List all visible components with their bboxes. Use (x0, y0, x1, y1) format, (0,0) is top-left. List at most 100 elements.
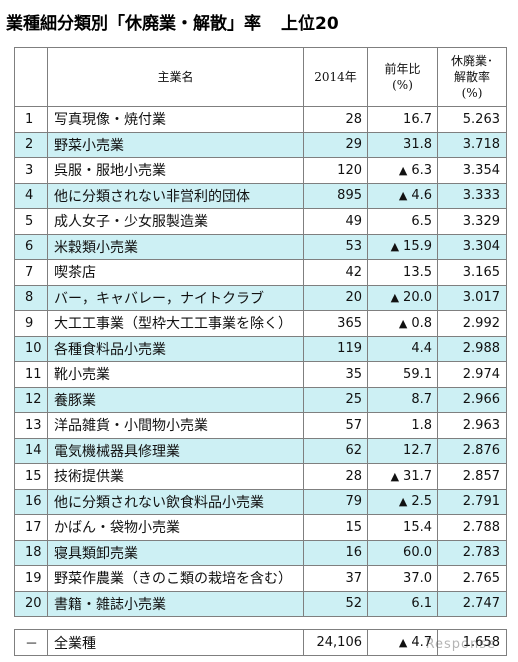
rate-cell: 2.992 (437, 310, 507, 337)
decrease-triangle-icon: ▲ (390, 469, 400, 483)
count-cell: 49 (303, 208, 368, 235)
table-row: 8 バー，キャバレー，ナイトクラブ 20 ▲ 20.0 3.017 (14, 284, 507, 311)
count-cell: 35 (303, 361, 368, 388)
count-cell: 119 (303, 335, 368, 362)
yoy-value: 6.1 (411, 596, 432, 612)
title-sub: 上位20 (281, 14, 339, 34)
rank-cell: 7 (14, 259, 48, 286)
industry-name-cell: 書籍・雑誌小売業 (47, 590, 304, 617)
header-yoy-line1: 前年比 (384, 62, 421, 76)
decrease-triangle-icon: ▲ (390, 291, 400, 305)
table-row: 10 各種食料品小売業 119 4.4 2.988 (14, 335, 507, 362)
rate-cell: 2.747 (437, 590, 507, 617)
rate-cell: 2.765 (437, 565, 507, 592)
count-cell: 28 (303, 463, 368, 490)
count-cell: 57 (303, 412, 368, 439)
yoy-cell: ▲ 31.7 (367, 463, 438, 490)
count-cell: 37 (303, 565, 368, 592)
rate-cell: 5.263 (437, 106, 507, 133)
count-cell: 79 (303, 488, 368, 515)
industry-name-cell: 大工工事業（型枠大工工事業を除く） (47, 310, 304, 337)
table-row: 3 呉服・服地小売業 120 ▲ 6.3 3.354 (14, 157, 507, 184)
yoy-cell: 59.1 (367, 361, 438, 388)
rank-cell: 2 (14, 131, 48, 158)
rank-cell: 6 (14, 233, 48, 260)
yoy-cell: ▲ 4.6 (367, 182, 438, 209)
rate-cell: 3.354 (437, 157, 507, 184)
industry-name-cell: 米穀類小売業 (47, 233, 304, 260)
table-row: 11 靴小売業 35 59.1 2.974 (14, 361, 507, 388)
industry-name-cell: 各種食料品小売業 (47, 335, 304, 362)
yoy-value: 16.7 (403, 111, 432, 127)
total-table: － 全業種 24,106 ▲ 4.7 1.658 (14, 629, 507, 656)
yoy-cell: 12.7 (367, 437, 438, 464)
yoy-cell: 60.0 (367, 539, 438, 566)
table-row: 9 大工工事業（型枠大工工事業を除く） 365 ▲ 0.8 2.992 (14, 310, 507, 337)
rank-cell: 12 (14, 386, 48, 413)
header-rate-line3: (%) (461, 86, 483, 100)
rank-cell: 4 (14, 182, 48, 209)
yoy-value: 13.5 (403, 264, 432, 280)
industry-name-cell: 野菜作農業（きのこ類の栽培を含む） (47, 565, 304, 592)
rank-cell: 16 (14, 488, 48, 515)
decrease-triangle-icon: ▲ (398, 163, 408, 177)
rank-cell: 8 (14, 284, 48, 311)
rate-cell: 3.165 (437, 259, 507, 286)
yoy-value: 4.6 (411, 188, 432, 204)
industry-name-cell: かばん・袋物小売業 (47, 514, 304, 541)
industry-name-cell: 他に分類されない非営利的団体 (47, 182, 304, 209)
table-row: 5 成人女子・少女服製造業 49 6.5 3.329 (14, 208, 507, 235)
header-rate: 休廃業･ 解散率 (%) (437, 47, 507, 107)
industry-name-cell: 洋品雑貨・小間物小売業 (47, 412, 304, 439)
header-rate-line2: 解散率 (453, 70, 490, 84)
yoy-cell: 37.0 (367, 565, 438, 592)
table-row: 2 野菜小売業 29 31.8 3.718 (14, 131, 507, 158)
yoy-cell: 6.1 (367, 590, 438, 617)
decrease-triangle-icon: ▲ (398, 495, 408, 509)
header-year: 2014年 (303, 47, 368, 107)
yoy-cell: ▲ 20.0 (367, 284, 438, 311)
count-cell: 53 (303, 233, 368, 260)
rank-cell: 17 (14, 514, 48, 541)
rank-cell: 5 (14, 208, 48, 235)
total-yoy-mark: ▲ (398, 636, 408, 649)
table-row: 15 技術提供業 28 ▲ 31.7 2.857 (14, 463, 507, 490)
count-cell: 62 (303, 437, 368, 464)
table-row: 1 写真現像・焼付業 28 16.7 5.263 (14, 106, 507, 133)
table-row: 7 喫茶店 42 13.5 3.165 (14, 259, 507, 286)
rate-cell: 2.791 (437, 488, 507, 515)
yoy-cell: ▲ 0.8 (367, 310, 438, 337)
ranking-table: 主業名 2014年 前年比 (%) 休廃業･ 解散率 (%) 1 写真現像・焼付業… (14, 47, 507, 617)
decrease-triangle-icon: ▲ (390, 240, 400, 254)
rate-cell: 2.857 (437, 463, 507, 490)
table-row: 13 洋品雑貨・小間物小売業 57 1.8 2.963 (14, 412, 507, 439)
total-name: 全業種 (47, 629, 304, 656)
decrease-triangle-icon: ▲ (398, 189, 408, 203)
yoy-cell: ▲ 6.3 (367, 157, 438, 184)
industry-name-cell: 写真現像・焼付業 (47, 106, 304, 133)
yoy-value: 60.0 (403, 545, 432, 561)
page-title: 業種細分類別「休廃業・解散」率 上位20 (6, 10, 339, 38)
rate-cell: 3.017 (437, 284, 507, 311)
table-row: 18 寝具類卸売業 16 60.0 2.783 (14, 539, 507, 566)
rate-cell: 2.783 (437, 539, 507, 566)
count-cell: 20 (303, 284, 368, 311)
watermark-logo: Response (425, 637, 496, 652)
yoy-value: 37.0 (403, 570, 432, 586)
industry-name-cell: バー，キャバレー，ナイトクラブ (47, 284, 304, 311)
rank-cell: 15 (14, 463, 48, 490)
count-cell: 16 (303, 539, 368, 566)
rank-cell: 3 (14, 157, 48, 184)
table-row: 12 養豚業 25 8.7 2.966 (14, 386, 507, 413)
table-row: 19 野菜作農業（きのこ類の栽培を含む） 37 37.0 2.765 (14, 565, 507, 592)
yoy-value: 6.5 (411, 213, 432, 229)
industry-name-cell: 寝具類卸売業 (47, 539, 304, 566)
rate-cell: 3.329 (437, 208, 507, 235)
rank-cell: 20 (14, 590, 48, 617)
industry-name-cell: 他に分類されない飲食料品小売業 (47, 488, 304, 515)
rank-cell: 1 (14, 106, 48, 133)
table-row: 4 他に分類されない非営利的団体 895 ▲ 4.6 3.333 (14, 182, 507, 209)
total-rate: 1.658 (437, 629, 507, 656)
table-row: 14 電気機械器具修理業 62 12.7 2.876 (14, 437, 507, 464)
rank-cell: 14 (14, 437, 48, 464)
